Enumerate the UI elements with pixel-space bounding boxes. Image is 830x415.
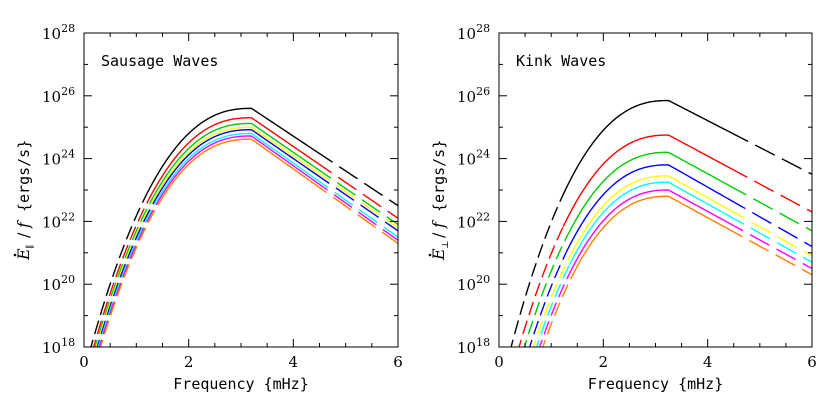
y-tick-label: 1022 <box>457 210 490 231</box>
series-line-dashed-high <box>727 166 812 213</box>
y-label-f: f <box>429 219 448 229</box>
series-line-solid <box>155 135 310 206</box>
series-line-dashed-low <box>94 202 151 347</box>
series-line-dashed-high <box>313 149 398 207</box>
series-line-solid <box>567 175 726 261</box>
y-axis-label-sausage: E ∥ / f {ergs/s} <box>13 140 36 261</box>
series-line-dashed-high <box>725 197 812 248</box>
series-line-solid <box>560 99 729 199</box>
y-label-slash: / <box>14 232 33 238</box>
x-tick-label: 2 <box>599 353 609 371</box>
x-tick-label: 0 <box>494 353 504 371</box>
y-tick-label: 1024 <box>457 148 490 169</box>
y-label-slash: / <box>429 232 448 238</box>
series-line-dashed-low <box>523 240 566 347</box>
series-line-dashed-high <box>312 165 398 226</box>
series-line-dashed-high <box>313 159 398 219</box>
x-tick-label: 6 <box>807 353 817 371</box>
y-tick-label: 1022 <box>42 210 75 231</box>
series-line-dashed-high <box>308 179 398 244</box>
y-label-symbol: E <box>429 248 448 261</box>
y-tick-label: 1028 <box>42 22 75 43</box>
series-line-dashed-low <box>98 204 157 347</box>
series-line-dashed-low <box>518 226 564 347</box>
y-label-dot <box>428 253 432 257</box>
series-line-solid <box>571 195 724 276</box>
y-label-subscript: ⊥ <box>441 241 451 249</box>
y-tick-label: 1026 <box>457 85 490 106</box>
series-line-dashed-high <box>309 174 398 238</box>
series-line-dashed-high <box>723 219 812 270</box>
y-label-units: {ergs/s} <box>430 140 448 212</box>
series-line-dashed-low <box>542 274 574 347</box>
series-line-dashed-high <box>722 225 812 276</box>
series-layer-kink <box>510 99 812 347</box>
y-label-subscript: ∥ <box>25 245 36 249</box>
y-label-dot <box>13 253 17 257</box>
x-tick-label: 2 <box>184 353 194 371</box>
plot-frame-kink <box>498 32 813 348</box>
x-tick-label: 0 <box>79 353 89 371</box>
series-line-dashed-low <box>97 204 156 347</box>
y-tick-label: 1028 <box>457 22 490 43</box>
x-axis-label-kink: Frequency {mHz} <box>588 375 723 393</box>
series-line-dashed-low <box>535 264 571 347</box>
y-label-f: f <box>14 219 33 229</box>
series-line-solid <box>152 129 312 205</box>
panel-title-kink: Kink Waves <box>516 52 606 70</box>
series-layer-sausage <box>90 107 398 347</box>
plot-frame-sausage <box>83 32 399 348</box>
series-line-dashed-high <box>728 130 812 175</box>
series-line-dashed-low <box>90 193 148 347</box>
x-tick-label: 4 <box>289 353 299 371</box>
series-line-solid <box>150 126 313 205</box>
y-label-units: {ergs/s} <box>15 140 33 212</box>
series-line-solid <box>157 138 310 206</box>
y-axis-label-kink: E ⊥ / f {ergs/s} <box>428 140 451 261</box>
y-tick-label: 1020 <box>42 273 75 294</box>
y-tick-label: 1024 <box>42 148 75 169</box>
series-line-dashed-low <box>510 197 563 347</box>
series-line-dashed-low <box>538 270 572 347</box>
y-tick-label: 1018 <box>457 336 490 357</box>
panel-sausage: 0 2 4 6 1018 1020 1022 1024 1026 1028 Sausage Wav… <box>13 22 403 393</box>
series-line-dashed-low <box>528 251 567 347</box>
series-line-dashed-high <box>311 168 398 229</box>
series-line-dashed-high <box>725 206 812 257</box>
series-line-solid <box>154 132 311 205</box>
series-line-dashed-high <box>724 212 812 263</box>
x-axis-label-sausage: Frequency {mHz} <box>173 375 308 393</box>
x-tick-label: 4 <box>703 353 713 371</box>
series-line-dashed-low <box>96 203 154 347</box>
panel-title-sausage: Sausage Waves <box>101 52 218 70</box>
series-line-solid <box>565 164 727 253</box>
ticks-layer-kink: 0 2 4 6 1018 1020 1022 1024 1026 1028 <box>457 22 817 371</box>
y-tick-label: 1018 <box>42 336 75 357</box>
series-line-solid <box>562 134 729 227</box>
y-label-symbol: E <box>14 248 33 261</box>
series-line-solid <box>149 122 314 204</box>
series-line-solid <box>568 181 725 266</box>
y-tick-label: 1026 <box>42 85 75 106</box>
series-line-dashed-high <box>726 183 812 232</box>
x-tick-label: 6 <box>393 353 403 371</box>
series-line-dashed-low <box>95 203 153 347</box>
series-line-dashed-low <box>99 204 159 347</box>
series-line-solid <box>564 151 728 242</box>
series-line-dashed-high <box>309 176 398 241</box>
series-line-dashed-low <box>92 199 149 347</box>
series-line-solid <box>147 117 314 201</box>
series-line-dashed-low <box>532 259 569 347</box>
y-tick-label: 1020 <box>457 273 490 294</box>
series-line-solid <box>146 107 315 195</box>
series-line-dashed-high <box>310 170 398 232</box>
series-line-solid <box>570 189 725 271</box>
